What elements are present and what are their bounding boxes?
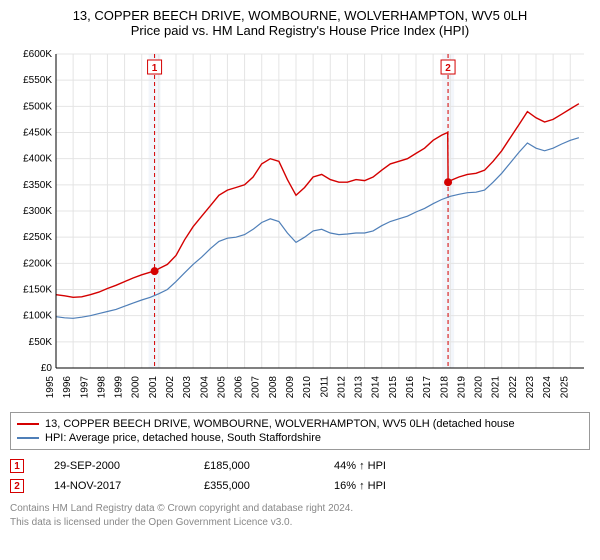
svg-text:2018: 2018 [439, 376, 450, 399]
svg-text:1: 1 [152, 63, 158, 74]
page-title: 13, COPPER BEECH DRIVE, WOMBOURNE, WOLVE… [10, 8, 590, 23]
svg-text:2016: 2016 [405, 376, 416, 399]
svg-text:1996: 1996 [62, 376, 73, 399]
svg-text:1999: 1999 [114, 376, 125, 399]
sale-marker-icon: 1 [10, 459, 24, 473]
legend-swatch [17, 423, 39, 425]
svg-text:£250K: £250K [23, 232, 52, 243]
svg-text:£550K: £550K [23, 75, 52, 86]
svg-text:1995: 1995 [45, 376, 56, 399]
sales-table: 1 29-SEP-2000 £185,000 44% ↑ HPI 2 14-NOV-201… [10, 456, 590, 496]
svg-text:2013: 2013 [354, 376, 365, 399]
svg-text:2001: 2001 [148, 376, 159, 399]
sale-price: £355,000 [204, 480, 304, 492]
legend-row: HPI: Average price, detached house, Sout… [17, 431, 583, 445]
svg-text:£350K: £350K [23, 180, 52, 191]
legend: 13, COPPER BEECH DRIVE, WOMBOURNE, WOLVE… [10, 412, 590, 450]
svg-text:2004: 2004 [199, 376, 210, 399]
sale-row: 2 14-NOV-2017 £355,000 16% ↑ HPI [10, 476, 590, 496]
svg-text:2015: 2015 [388, 376, 399, 399]
sale-hpi: 16% ↑ HPI [334, 480, 434, 492]
svg-text:1998: 1998 [96, 376, 107, 399]
svg-text:2014: 2014 [371, 376, 382, 399]
svg-text:2010: 2010 [302, 376, 313, 399]
svg-text:2022: 2022 [508, 376, 519, 399]
svg-text:2023: 2023 [525, 376, 536, 399]
svg-text:2000: 2000 [131, 376, 142, 399]
legend-row: 13, COPPER BEECH DRIVE, WOMBOURNE, WOLVE… [17, 417, 583, 431]
legend-swatch [17, 437, 39, 439]
svg-text:2009: 2009 [285, 376, 296, 399]
svg-text:2002: 2002 [165, 376, 176, 399]
legend-label: 13, COPPER BEECH DRIVE, WOMBOURNE, WOLVE… [45, 418, 515, 430]
sale-date: 29-SEP-2000 [54, 460, 174, 472]
svg-text:£100K: £100K [23, 311, 52, 322]
svg-text:2020: 2020 [474, 376, 485, 399]
sale-row: 1 29-SEP-2000 £185,000 44% ↑ HPI [10, 456, 590, 476]
svg-text:2008: 2008 [268, 376, 279, 399]
svg-text:2017: 2017 [422, 376, 433, 399]
svg-text:£600K: £600K [23, 49, 52, 60]
price-chart: £0 £50K £100K £150K £200K £250K £300K £350K £400… [10, 46, 590, 406]
footnote: Contains HM Land Registry data © Crown c… [10, 502, 590, 529]
legend-label: HPI: Average price, detached house, Sout… [45, 432, 321, 444]
sale-hpi: 44% ↑ HPI [334, 460, 434, 472]
svg-text:2006: 2006 [234, 376, 245, 399]
svg-text:2003: 2003 [182, 376, 193, 399]
sale-date: 14-NOV-2017 [54, 480, 174, 492]
svg-text:1997: 1997 [79, 376, 90, 399]
svg-text:2: 2 [445, 63, 451, 74]
svg-text:£200K: £200K [23, 258, 52, 269]
svg-text:2019: 2019 [456, 376, 467, 399]
svg-text:£0: £0 [41, 363, 53, 374]
svg-text:2011: 2011 [319, 376, 330, 398]
sale-price: £185,000 [204, 460, 304, 472]
svg-text:£50K: £50K [29, 337, 53, 348]
svg-text:£300K: £300K [23, 206, 52, 217]
sale-marker-icon: 2 [10, 479, 24, 493]
footnote-line: Contains HM Land Registry data © Crown c… [10, 502, 590, 516]
svg-text:£150K: £150K [23, 285, 52, 296]
svg-text:2012: 2012 [336, 376, 347, 399]
footnote-line: This data is licensed under the Open Gov… [10, 516, 590, 530]
svg-text:£400K: £400K [23, 154, 52, 165]
svg-text:2005: 2005 [216, 376, 227, 399]
page-subtitle: Price paid vs. HM Land Registry's House … [10, 23, 590, 38]
svg-text:2024: 2024 [542, 376, 553, 399]
chart-svg: £0 £50K £100K £150K £200K £250K £300K £350K £400… [10, 46, 590, 406]
svg-text:£500K: £500K [23, 101, 52, 112]
svg-text:2007: 2007 [251, 376, 262, 399]
svg-text:2021: 2021 [491, 376, 502, 399]
svg-text:2025: 2025 [559, 376, 570, 399]
svg-text:£450K: £450K [23, 128, 52, 139]
